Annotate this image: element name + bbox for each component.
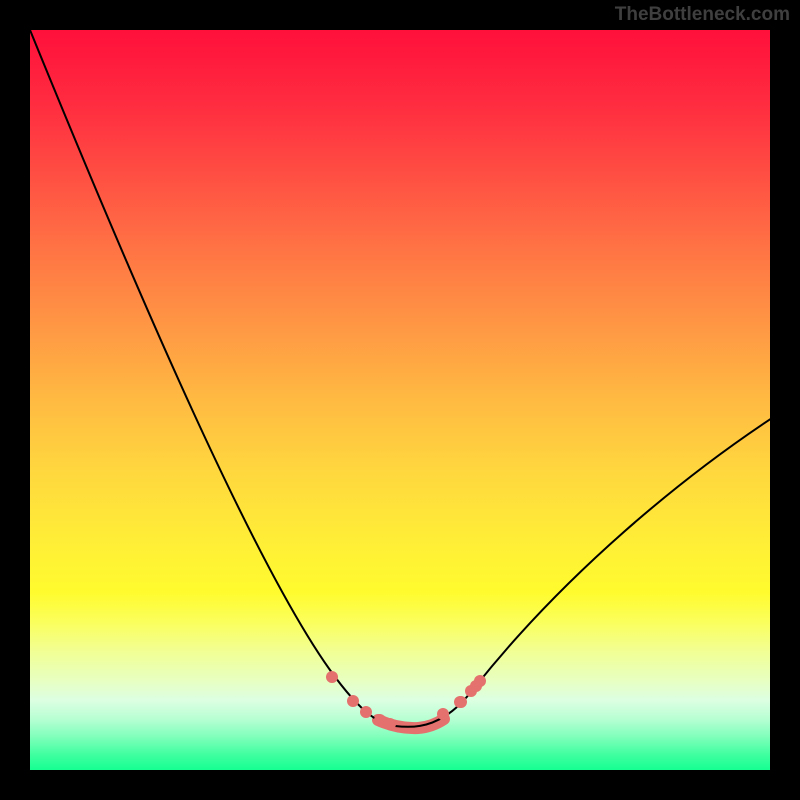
data-marker (326, 671, 338, 683)
data-marker (455, 696, 467, 708)
plot-background (30, 30, 770, 770)
data-marker (347, 695, 359, 707)
data-marker (360, 706, 372, 718)
chart-root: TheBottleneck.com (0, 0, 800, 800)
data-marker (437, 708, 449, 720)
watermark-text: TheBottleneck.com (615, 4, 790, 26)
data-marker (384, 718, 396, 730)
data-marker (474, 675, 486, 687)
chart-svg (0, 0, 800, 800)
